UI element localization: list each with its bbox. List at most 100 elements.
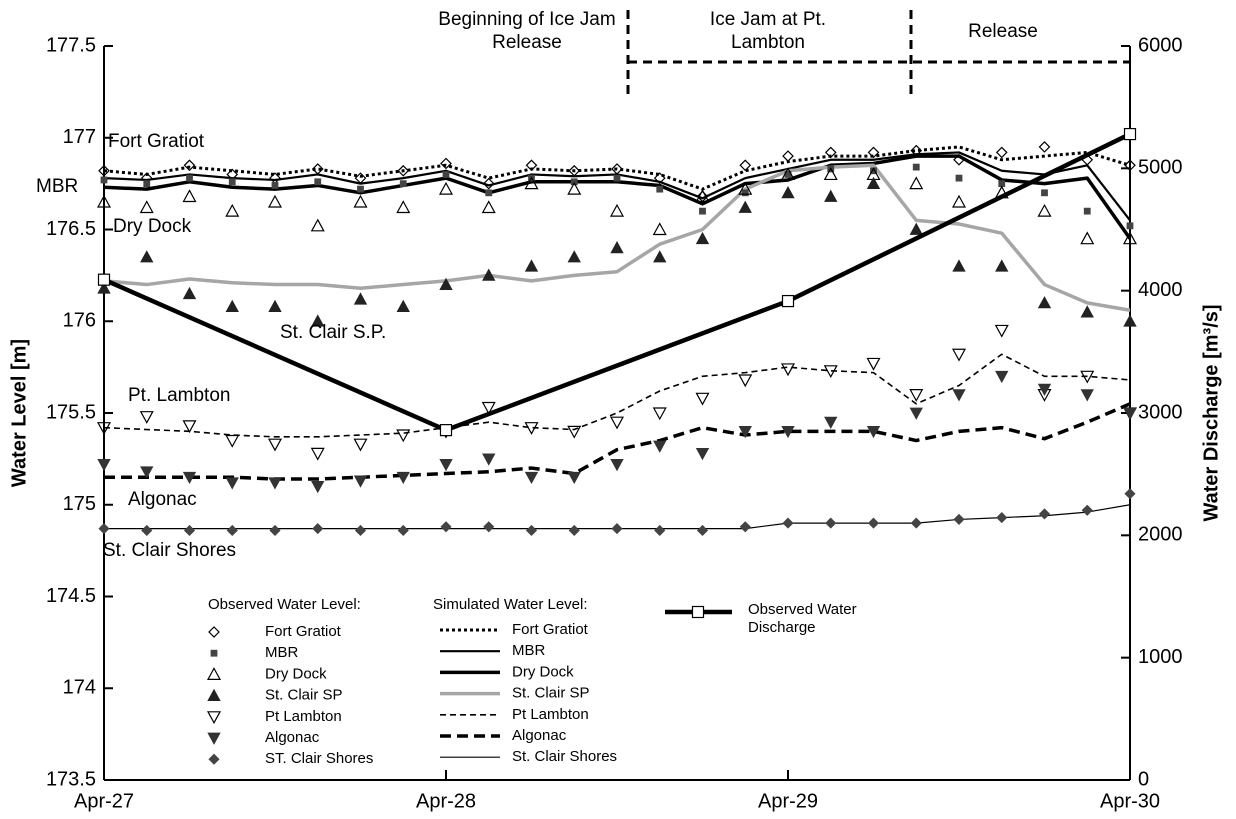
observed-point	[268, 477, 282, 490]
observed-point	[438, 181, 454, 195]
observed-point	[567, 181, 582, 195]
observed-point	[439, 458, 453, 472]
observed-point	[353, 194, 368, 208]
legend-label: Fort Gratiot	[265, 623, 342, 640]
observed-point	[1123, 314, 1137, 327]
observed-point	[995, 259, 1009, 272]
observed-point	[695, 392, 710, 406]
legend-marker	[691, 605, 705, 619]
legend-marker	[206, 667, 222, 681]
observed-point	[1037, 383, 1052, 396]
observed-point	[611, 523, 623, 535]
observed-point	[314, 178, 322, 186]
observed-point	[1126, 222, 1134, 230]
legend-label: Dry Dock	[512, 663, 574, 680]
series-annotation: St. Clair S.P.	[280, 322, 386, 343]
legend-label: Algonac	[265, 729, 320, 746]
observed-point	[140, 466, 154, 479]
observed-point	[97, 281, 111, 294]
observed-point	[353, 438, 368, 452]
legend-title: Observed Water Level:	[208, 596, 361, 613]
legend-label: Pt Lambton	[512, 706, 589, 723]
observed-point	[738, 374, 753, 388]
y2-tick-label: 2000	[1138, 524, 1183, 546]
observed-point	[485, 189, 493, 197]
observed-point	[183, 159, 196, 172]
observed-point	[781, 425, 795, 439]
legend-item: St. Clair SP	[440, 685, 590, 702]
observed-point	[1124, 488, 1136, 500]
observed-point	[609, 203, 625, 217]
legend-item: MBR	[440, 642, 546, 659]
observed-point	[652, 407, 667, 421]
y2-tick-label: 1000	[1138, 646, 1183, 668]
observed-point	[228, 178, 236, 186]
observed-point	[823, 167, 838, 181]
observed-point	[1081, 504, 1093, 516]
observed-point	[311, 314, 325, 327]
observed-point	[699, 207, 706, 215]
observed-point	[267, 194, 283, 208]
y-tick-label: 175	[63, 493, 96, 515]
observed-point	[1123, 407, 1137, 420]
observed-point	[567, 250, 581, 263]
y2-tick-label: 4000	[1138, 279, 1183, 301]
observed-point	[440, 521, 452, 533]
observed-point	[695, 447, 710, 461]
observed-point	[396, 471, 410, 485]
observed-point	[910, 144, 923, 157]
observed-point	[611, 163, 623, 175]
observed-point	[98, 164, 110, 177]
series-annotation: Dry Dock	[113, 216, 192, 237]
observed-point	[951, 348, 967, 362]
legend-label: Fort Gratiot	[512, 621, 589, 638]
observed-point	[1037, 203, 1052, 217]
observed-point	[442, 171, 450, 178]
observed-point	[952, 259, 966, 272]
observed-point	[1041, 189, 1048, 197]
observed-point	[399, 180, 407, 188]
observed-point	[225, 203, 240, 217]
series-annotation: St. Clair Shores	[103, 540, 236, 561]
observed-point	[653, 440, 667, 453]
observed-point	[951, 194, 967, 208]
observed-point	[695, 189, 710, 203]
observed-point	[357, 185, 364, 193]
observed-point	[653, 250, 667, 263]
phase-dividers	[626, 10, 1130, 100]
series-annotation: Pt. Lambton	[128, 385, 230, 406]
observed-point	[825, 517, 837, 529]
observed-point	[225, 299, 239, 312]
observed-point	[183, 524, 196, 537]
x-tick-label: Apr-27	[74, 790, 134, 812]
y-tick-label: 174	[63, 677, 96, 699]
observed-point	[354, 524, 367, 537]
observed-point	[186, 174, 193, 182]
observed-point	[824, 146, 837, 159]
legend-item: ST. Clair Shores	[208, 750, 373, 767]
observed-point	[780, 167, 796, 181]
observed-point	[141, 524, 153, 537]
observed-point	[823, 365, 838, 379]
observed-point	[1124, 159, 1136, 172]
observed-point	[524, 471, 539, 485]
x-tick-label: Apr-28	[416, 790, 476, 812]
y-tick-label: 173.5	[46, 768, 96, 790]
legend-item: St. Clair SP	[207, 687, 343, 704]
legend-item: Algonac	[207, 729, 320, 746]
observed-point	[909, 222, 923, 235]
phase-label: Ice Jam at Pt. Lambton	[709, 9, 827, 53]
y-tick-label: 175.5	[46, 401, 96, 423]
y2-axis-title: Water Discharge [m³/s]	[1200, 304, 1222, 521]
y-tick-label: 176	[63, 310, 96, 332]
legend-item: Algonac	[440, 727, 567, 744]
observed-point	[1080, 231, 1095, 245]
observed-point	[824, 416, 838, 430]
legend-item	[665, 605, 732, 619]
discharge-point	[781, 294, 795, 308]
observed-point	[310, 447, 325, 461]
observed-point	[656, 185, 664, 193]
observed-point	[568, 524, 580, 537]
